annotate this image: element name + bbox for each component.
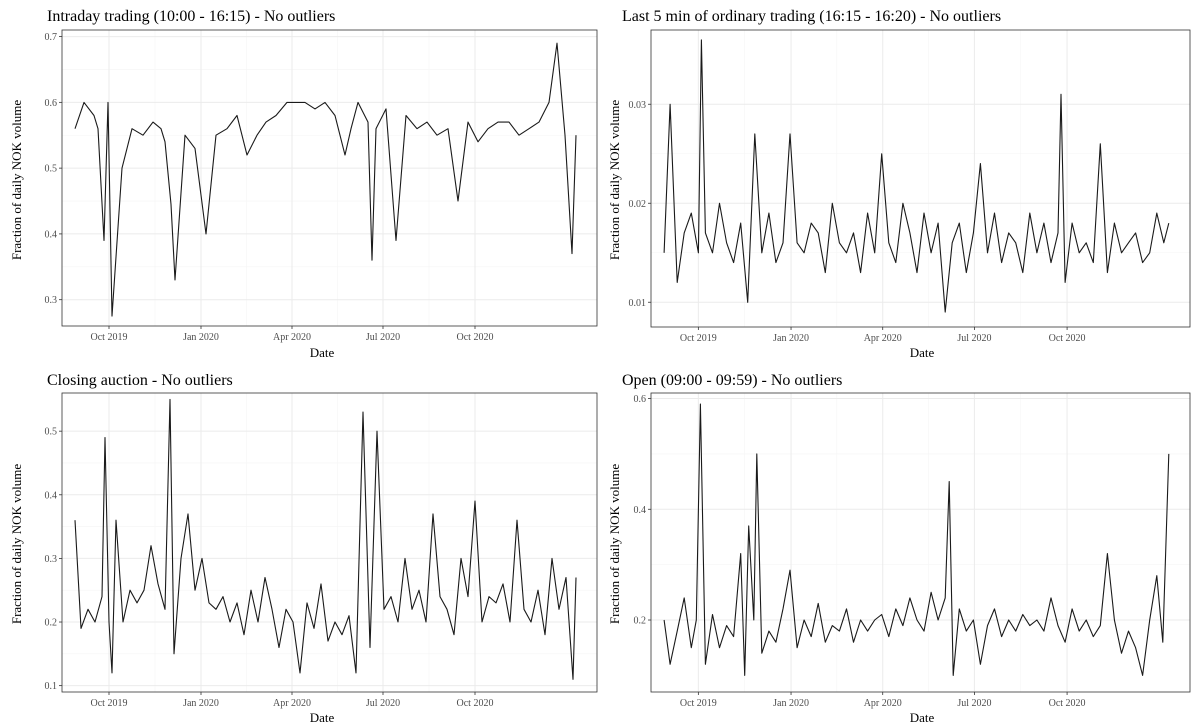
y-tick-label: 0.6 (634, 394, 647, 405)
y-tick-label: 0.4 (45, 229, 58, 240)
x-tick-label: Apr 2020 (864, 333, 902, 344)
y-tick-label: 0.3 (45, 554, 58, 565)
y-axis-label: Fraction of daily NOK volume (607, 464, 622, 625)
y-axis-label: Fraction of daily NOK volume (607, 100, 622, 261)
y-tick-label: 0.5 (45, 427, 58, 438)
x-tick-label: Jul 2020 (957, 698, 991, 709)
x-tick-label: Jan 2020 (183, 698, 219, 709)
x-tick-label: Jan 2020 (773, 333, 809, 344)
x-tick-label: Jul 2020 (957, 333, 991, 344)
y-tick-label: 0.2 (45, 618, 58, 629)
x-tick-label: Apr 2020 (864, 698, 902, 709)
y-tick-label: 0.7 (45, 32, 58, 43)
x-tick-label: Jan 2020 (183, 332, 219, 343)
x-tick-label: Oct 2019 (91, 332, 128, 343)
x-tick-label: Oct 2020 (457, 332, 494, 343)
series-line (74, 398, 577, 680)
y-tick-label: 0.6 (45, 98, 58, 109)
x-tick-label: Oct 2020 (457, 698, 494, 709)
x-tick-label: Jan 2020 (773, 698, 809, 709)
y-tick-label: 0.4 (45, 490, 58, 501)
y-tick-label: 0.03 (629, 100, 647, 111)
plot-frame (61, 29, 598, 327)
series-line (74, 42, 577, 317)
x-tick-label: Oct 2020 (1049, 698, 1086, 709)
x-tick-label: Oct 2020 (1049, 333, 1086, 344)
y-tick-label: 0.01 (629, 298, 647, 309)
x-tick-label: Jul 2020 (366, 698, 400, 709)
x-axis-label: Date (310, 345, 335, 360)
x-tick-label: Apr 2020 (273, 332, 311, 343)
panel-intraday: Intraday trading (10:00 - 16:15) - No ou… (9, 8, 598, 360)
x-tick-label: Oct 2019 (680, 333, 717, 344)
x-tick-label: Oct 2019 (680, 698, 717, 709)
series-line (663, 403, 1170, 676)
panel-title: Open (09:00 - 09:59) - No outliers (622, 372, 842, 389)
x-tick-label: Apr 2020 (273, 698, 311, 709)
x-tick-label: Oct 2019 (91, 698, 128, 709)
panel-open: Open (09:00 - 09:59) - No outliers Oct 2… (607, 372, 1191, 725)
y-tick-label: 0.4 (634, 505, 647, 516)
x-axis-label: Date (910, 345, 935, 360)
panel-title: Intraday trading (10:00 - 16:15) - No ou… (47, 8, 335, 25)
x-axis-label: Date (910, 710, 935, 725)
x-tick-label: Jul 2020 (366, 332, 400, 343)
y-tick-label: 0.5 (45, 164, 58, 175)
y-tick-label: 0.2 (634, 616, 647, 627)
x-axis-label: Date (310, 710, 335, 725)
y-axis-label: Fraction of daily NOK volume (9, 464, 24, 625)
plot-frame (650, 392, 1191, 693)
y-tick-label: 0.3 (45, 295, 58, 306)
panel-title: Last 5 min of ordinary trading (16:15 - … (622, 8, 1001, 25)
panel-title: Closing auction - No outliers (47, 372, 233, 389)
panel-closing-auction: Closing auction - No outliers Oct 2019 Ja… (9, 372, 598, 725)
series-line (663, 39, 1170, 313)
plot-frame (61, 392, 598, 693)
plot-frame (650, 29, 1191, 328)
panel-last-5-min: Last 5 min of ordinary trading (16:15 - … (607, 8, 1191, 360)
y-tick-label: 0.02 (629, 199, 647, 210)
y-axis-label: Fraction of daily NOK volume (9, 100, 24, 261)
y-tick-label: 0.1 (45, 681, 58, 692)
